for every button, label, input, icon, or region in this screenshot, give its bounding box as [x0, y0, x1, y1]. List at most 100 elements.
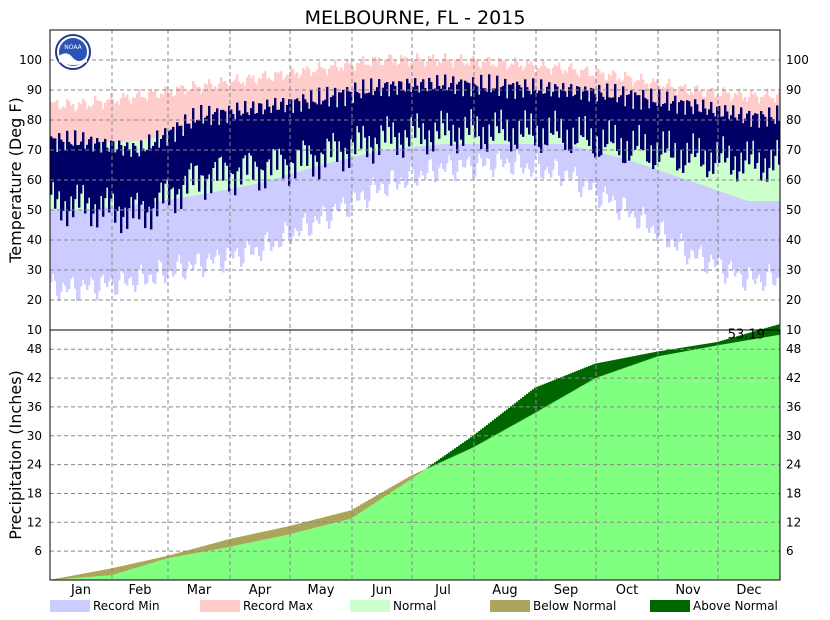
record-max-bar [714, 97, 717, 129]
record-max-bar [164, 86, 167, 136]
record-min-bar [642, 164, 645, 208]
precip-above-normal-bar [716, 342, 719, 346]
record-max-bar [106, 99, 109, 143]
record-min-bar [750, 201, 753, 269]
record-min-bar [248, 185, 251, 245]
actual-temperature-bar [392, 81, 395, 123]
precip-below-normal-bar [284, 527, 287, 536]
precip-normal-bar [506, 428, 509, 580]
record-max-bar [380, 65, 383, 94]
precip-below-normal-bar [200, 546, 203, 553]
precip-normal-bar [442, 461, 445, 580]
record-min-bar [652, 168, 655, 226]
precip-normal-bar [302, 530, 305, 580]
precip-above-normal-bar [454, 448, 457, 456]
actual-temperature-bar [446, 90, 449, 113]
normal-bar [524, 91, 527, 144]
record-min-bar [674, 175, 677, 248]
actual-temperature-bar [650, 88, 653, 146]
precip-above-normal-bar [542, 384, 545, 409]
actual-temperature-bar [116, 149, 119, 212]
precip-above-normal-bar [428, 466, 431, 468]
record-min-bar [672, 174, 675, 240]
record-min-bar [324, 163, 327, 208]
precip-normal-bar [246, 543, 249, 580]
actual-temperature-bar [652, 101, 655, 170]
record-min-bar [602, 153, 605, 193]
precip-above-normal-bar [684, 347, 687, 352]
actual-temperature-bar [534, 90, 537, 146]
actual-temperature-bar [608, 97, 611, 121]
precip-normal-bar [594, 378, 597, 580]
precip-above-normal-bar [430, 465, 433, 467]
record-max-bar [660, 91, 663, 114]
record-max-bar [280, 71, 283, 113]
normal-bar [530, 91, 533, 144]
normal-bar [662, 113, 665, 172]
actual-temperature-bar [266, 99, 269, 162]
precip-below-normal-bar [108, 568, 111, 576]
precipitation-tick-label-left: 18 [27, 486, 42, 500]
record-min-bar [716, 190, 719, 265]
precip-normal-bar [202, 551, 205, 580]
actual-temperature-bar [602, 96, 605, 130]
record-max-bar [234, 79, 237, 122]
actual-temperature-bar [654, 102, 657, 166]
record-min-bar [456, 144, 459, 172]
actual-temperature-bar [678, 102, 681, 169]
precip-normal-bar [370, 505, 373, 580]
record-min-bar [480, 144, 483, 159]
record-max-bar [722, 87, 725, 131]
record-min-bar [310, 167, 313, 235]
record-min-bar [364, 154, 367, 200]
record-min-bar [518, 144, 521, 155]
record-max-bar [184, 94, 187, 132]
precipitation-tick-label-right: 6 [786, 544, 794, 558]
precip-normal-bar [76, 577, 79, 580]
precip-normal-bar [496, 433, 499, 580]
record-max-bar [636, 80, 639, 108]
precip-normal-bar [536, 411, 539, 580]
record-min-bar [450, 144, 453, 161]
precipitation-plot-frame [49, 329, 781, 581]
actual-temperature-bar [238, 110, 241, 168]
record-min-bar [126, 205, 129, 286]
actual-temperature-bar [160, 138, 163, 183]
precip-normal-bar [528, 416, 531, 580]
record-min-bar [386, 149, 389, 197]
actual-temperature-bar [556, 86, 559, 132]
record-min-bar [678, 176, 681, 243]
record-min-bar [748, 201, 751, 268]
record-max-bar [100, 101, 103, 143]
precip-normal-bar [226, 547, 229, 580]
record-max-bar [116, 100, 119, 143]
actual-temperature-bar [496, 75, 499, 127]
precip-normal-bar [710, 346, 713, 580]
record-max-bar [488, 56, 491, 90]
precip-above-normal-bar [452, 449, 455, 457]
record-max-bar [156, 97, 159, 138]
record-max-bar [238, 82, 241, 122]
normal-bar [758, 138, 761, 201]
precip-normal-bar [522, 419, 525, 580]
actual-temperature-bar [86, 144, 89, 204]
actual-temperature-bar [64, 149, 67, 202]
record-max-bar [176, 86, 179, 134]
record-max-bar [440, 63, 443, 91]
record-min-bar [174, 198, 177, 274]
precip-above-normal-bar [752, 331, 755, 340]
record-max-bar [416, 52, 419, 92]
precip-below-normal-bar [112, 568, 115, 575]
record-max-bar [242, 82, 245, 121]
actual-temperature-bar [68, 141, 71, 211]
record-max-bar [160, 93, 163, 137]
actual-temperature-bar [756, 113, 759, 163]
actual-temperature-bar [404, 91, 407, 131]
record-max-bar [320, 67, 323, 105]
precip-above-normal-bar [554, 379, 557, 402]
record-max-bar [66, 99, 69, 144]
precip-normal-bar [152, 562, 155, 580]
precip-below-normal-bar [336, 513, 339, 523]
precip-normal-bar [124, 570, 127, 580]
record-min-bar [230, 188, 233, 257]
